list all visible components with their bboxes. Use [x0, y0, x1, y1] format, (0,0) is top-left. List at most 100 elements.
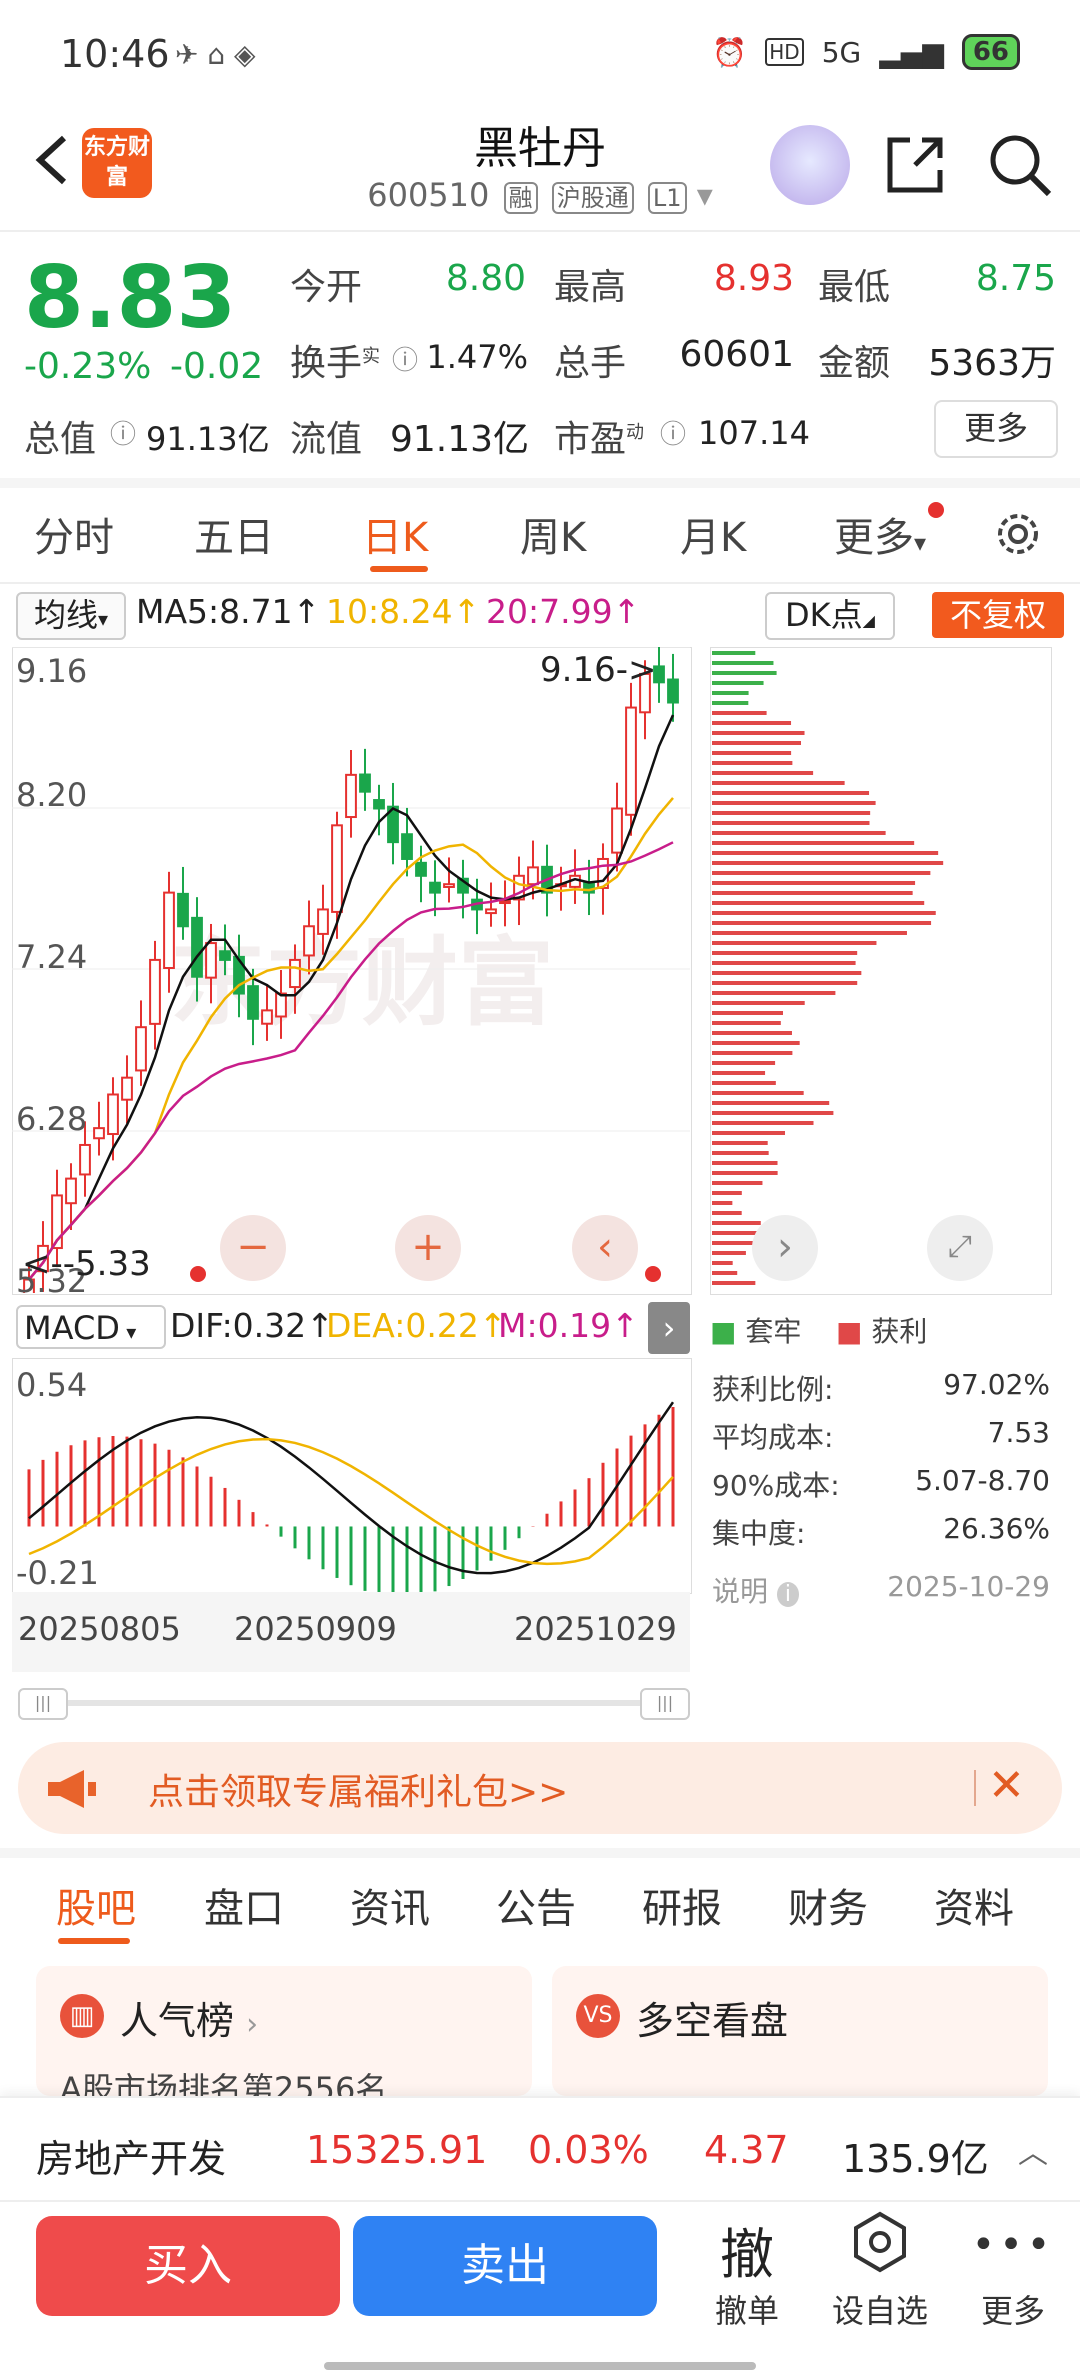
watchlist-icon[interactable] — [850, 2210, 910, 2274]
chip-bar — [712, 811, 871, 815]
zoom-in-button[interactable]: + — [395, 1215, 461, 1281]
chip-stat-key: 90%成本: — [712, 1469, 840, 1502]
back-icon[interactable] — [24, 130, 84, 190]
indicator-select-label: 均线 — [33, 596, 98, 634]
settings-gear-icon[interactable] — [990, 506, 1046, 562]
promo-text[interactable]: 点击领取专属福利礼包>> — [148, 1772, 569, 1813]
chip-bar — [712, 1141, 768, 1145]
more-actions-label[interactable]: 更多 — [980, 2292, 1045, 2330]
chip-bar — [712, 901, 925, 905]
tag-level: L1 — [647, 182, 687, 214]
zoom-out-button[interactable]: − — [220, 1215, 286, 1281]
status-right: ⏰ HD 5G ▂▄▆ 66 — [712, 34, 1020, 70]
range-handle-right[interactable]: ||| — [640, 1688, 690, 1720]
tab-finance[interactable]: 财务 — [788, 1886, 868, 1932]
search-icon[interactable] — [985, 130, 1055, 200]
chevron-up-icon[interactable]: ︿ — [1018, 2136, 1048, 2171]
sector-bar[interactable]: 房地产开发 15325.91 0.03% 4.37 135.9亿 ︿ — [0, 2096, 1080, 2202]
stock-name: 黑牡丹 — [474, 123, 606, 174]
chip-fullscreen-icon[interactable]: ⤢ — [927, 1215, 993, 1281]
y-label-4: 6.28 — [16, 1100, 88, 1138]
popularity-title: 人气榜 › — [120, 1999, 259, 2043]
assistant-robot-icon[interactable] — [770, 125, 850, 205]
candle — [639, 660, 651, 740]
tag-connect: 沪股通 — [551, 182, 634, 214]
home-indicator — [324, 2362, 756, 2370]
buy-button[interactable]: 买入 — [36, 2216, 340, 2316]
promo-banner[interactable] — [18, 1742, 1062, 1834]
bull-bear-card[interactable]: VS 多空看盘 — [552, 1966, 1048, 2096]
candle — [23, 1266, 35, 1293]
tab-guba[interactable]: 股吧 — [56, 1886, 136, 1932]
cancel-order-label[interactable]: 撤单 — [714, 2292, 779, 2330]
more-icon[interactable]: ••• — [971, 2222, 1055, 2268]
close-icon[interactable]: ✕ — [988, 1760, 1025, 1811]
tab-profile[interactable]: 资料 — [934, 1886, 1014, 1932]
change-pct: -0.23% — [24, 346, 152, 387]
dk-points-button[interactable]: DK点◢ — [765, 592, 895, 640]
tab-monthly-k[interactable]: 月K — [680, 515, 747, 561]
tab-news[interactable]: 资讯 — [350, 1886, 430, 1932]
tab-five-day[interactable]: 五日 — [194, 515, 274, 561]
mktcap-label: 总值 — [24, 419, 97, 460]
tab-more-periods[interactable]: 更多▾ — [834, 505, 926, 563]
chip-bar — [712, 1201, 733, 1205]
more-quote-button[interactable]: 更多 — [934, 400, 1058, 458]
chip-stat-key: 平均成本: — [712, 1421, 834, 1454]
float-value: 91.13亿 — [390, 419, 530, 460]
candle — [121, 1055, 133, 1124]
chip-note[interactable]: 说明 i — [712, 1570, 800, 1610]
indicator-select[interactable]: 均线▾ — [16, 592, 126, 640]
tab-pankou[interactable]: 盘口 — [204, 1886, 284, 1932]
high-value: 8.93 — [713, 258, 794, 299]
section-divider — [0, 478, 1080, 488]
cancel-order-icon[interactable]: 撤 — [720, 2223, 774, 2286]
legend-trapped: ■ 套牢 — [710, 1315, 802, 1348]
chevron-down-icon[interactable]: ▾ — [696, 176, 713, 214]
info-icon[interactable]: ⓘ — [392, 346, 419, 376]
range-handle-left[interactable]: ||| — [18, 1688, 68, 1720]
tab-research[interactable]: 研报 — [642, 1886, 722, 1932]
kline-chart[interactable] — [12, 647, 690, 1293]
candle — [569, 849, 581, 904]
chip-bar — [712, 1081, 776, 1085]
chip-bar — [712, 1231, 772, 1235]
low-value: 8.75 — [975, 258, 1056, 299]
vs-icon: VS — [576, 1994, 620, 2038]
tab-weekly-k[interactable]: 周K — [520, 515, 587, 561]
event-dot[interactable] — [645, 1266, 661, 1282]
candle — [149, 940, 161, 1050]
share-icon[interactable] — [880, 130, 950, 200]
amount-label: 金额 — [818, 343, 891, 384]
date-label-3: 20251029 — [514, 1610, 677, 1648]
adjust-button[interactable]: 不复权 — [932, 592, 1064, 638]
chip-bar — [712, 1121, 814, 1125]
megaphone-icon — [48, 1770, 96, 1808]
popularity-card[interactable]: ▥ 人气榜 › A股市场排名第2556名 — [36, 1966, 532, 2108]
chip-bar — [712, 1261, 733, 1265]
candle — [457, 859, 469, 919]
add-watchlist-label[interactable]: 设自选 — [831, 2292, 928, 2330]
scroll-left-button[interactable]: ‹ — [572, 1215, 638, 1281]
change-amt: -0.02 — [170, 346, 264, 387]
macd-y-bottom: -0.21 — [16, 1554, 99, 1592]
chip-bar — [712, 1051, 793, 1055]
chip-bar — [712, 1021, 781, 1025]
event-dot[interactable] — [190, 1266, 206, 1282]
macd-expand-button[interactable]: › — [648, 1302, 690, 1354]
tab-announcements[interactable]: 公告 — [496, 1886, 576, 1932]
tab-intraday[interactable]: 分时 — [34, 515, 114, 561]
tab-daily-k[interactable]: 日K — [362, 515, 429, 561]
info-icon[interactable]: ⓘ — [110, 420, 137, 450]
info-icon[interactable]: ⓘ — [660, 420, 687, 450]
pe-sup: 动 — [626, 422, 645, 443]
chip-bar — [712, 741, 801, 745]
candle — [625, 682, 637, 836]
dea-label: DEA:0.22↑ — [326, 1306, 507, 1345]
macd-select[interactable]: MACD ▾ — [16, 1305, 166, 1349]
chip-expand-left-button[interactable]: › — [752, 1215, 818, 1281]
sell-button[interactable]: 卖出 — [353, 2216, 657, 2316]
macd-chart[interactable] — [12, 1358, 690, 1592]
candle — [415, 845, 427, 903]
ranking-icon: ▥ — [60, 1994, 104, 2038]
